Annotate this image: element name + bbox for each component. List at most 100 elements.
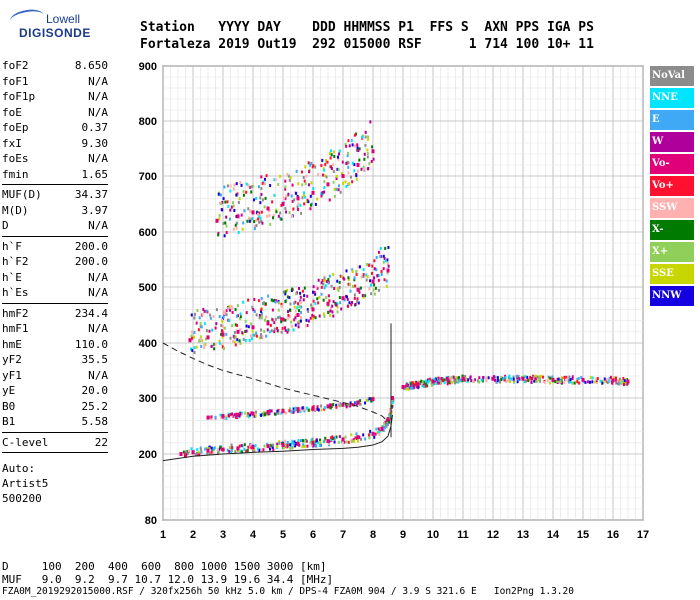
echo-point (276, 445, 279, 449)
param-name: hmF1 (2, 322, 29, 335)
echo-point (424, 384, 427, 388)
param-name: h`E (2, 270, 22, 284)
echo-point (584, 380, 587, 384)
echo-point (416, 384, 419, 388)
echo-point (190, 347, 193, 351)
echo-point (404, 385, 407, 389)
echo-point (208, 452, 211, 456)
echo-point (283, 196, 286, 200)
echo-point (618, 377, 621, 381)
echo-point (277, 214, 280, 218)
echo-point (384, 420, 387, 424)
echo-point (324, 163, 327, 167)
echo-point (217, 231, 220, 235)
trace-point (236, 214, 240, 219)
trace-point (371, 279, 375, 284)
echo-point (240, 183, 243, 187)
echo-point (212, 315, 215, 319)
trace-point (431, 379, 435, 384)
echo-point (571, 375, 574, 379)
echo-point (186, 451, 189, 455)
trace-point (326, 301, 330, 306)
echo-point (347, 277, 350, 281)
param-name: yF2 (2, 353, 22, 366)
echo-point (385, 279, 388, 283)
echo-point (303, 202, 306, 206)
echo-point (243, 443, 246, 447)
echo-point (325, 279, 328, 283)
echo-point (286, 445, 289, 449)
echo-point (182, 450, 185, 454)
echo-point (258, 211, 261, 215)
echo-point (327, 294, 330, 298)
echo-point (373, 267, 376, 271)
echo-point (276, 409, 279, 413)
echo-point (623, 381, 626, 385)
echo-point (250, 322, 253, 326)
echo-point (259, 196, 262, 200)
echo-point (205, 329, 208, 333)
echo-point (351, 180, 354, 184)
auto-program: Artist5 (2, 477, 49, 490)
echo-point (292, 407, 295, 411)
footer-distance-line: D 100 200 400 600 800 1000 1500 3000 [km… (2, 560, 327, 573)
trace-point (491, 376, 495, 381)
echo-point (238, 197, 241, 201)
echo-point (286, 288, 289, 292)
trace-point (281, 317, 285, 322)
echo-point (377, 427, 380, 431)
echo-point (366, 152, 369, 156)
echo-point (312, 299, 315, 303)
echo-point (605, 379, 608, 383)
echo-point (295, 441, 298, 445)
echo-point (375, 268, 378, 272)
echo-point (407, 387, 410, 391)
trace-point (206, 415, 210, 420)
echo-point (255, 218, 258, 222)
echo-point (354, 302, 357, 306)
echo-point (370, 399, 373, 403)
echo-point (323, 406, 326, 410)
echo-point (362, 165, 365, 169)
legend-item: NNE (650, 88, 694, 108)
echo-point (353, 133, 356, 137)
echo-point (335, 174, 338, 178)
echo-point (423, 381, 426, 385)
echo-point (323, 180, 326, 184)
trace-point (251, 325, 255, 330)
echo-point (220, 332, 223, 336)
echo-point (194, 312, 197, 316)
echo-point (234, 335, 237, 339)
trace-point (206, 335, 210, 340)
echo-point (269, 184, 272, 188)
param-value: 8.650 (74, 59, 108, 72)
echo-point (284, 292, 287, 296)
echo-point (378, 432, 381, 436)
echo-point (291, 441, 294, 445)
echo-point (260, 210, 263, 214)
echo-point (229, 189, 232, 193)
echo-point (229, 184, 232, 188)
param-row: yF1 N/A (2, 368, 108, 384)
echo-point (345, 295, 348, 299)
echo-point (301, 196, 304, 200)
echo-point (231, 324, 234, 328)
echo-point (253, 309, 256, 313)
echo-point (239, 317, 242, 321)
echo-point (615, 381, 618, 385)
echo-point (300, 211, 303, 215)
echo-point (368, 436, 371, 440)
echo-point (596, 377, 599, 381)
echo-point (318, 443, 321, 447)
echo-point (304, 195, 307, 199)
echo-point (258, 316, 261, 320)
echo-point (193, 316, 196, 320)
trace-point (311, 307, 315, 312)
echo-point (560, 376, 563, 380)
echo-point (374, 432, 377, 436)
echo-point (447, 376, 450, 380)
echo-point (467, 378, 470, 382)
echo-point (288, 178, 291, 182)
echo-point (316, 173, 319, 177)
